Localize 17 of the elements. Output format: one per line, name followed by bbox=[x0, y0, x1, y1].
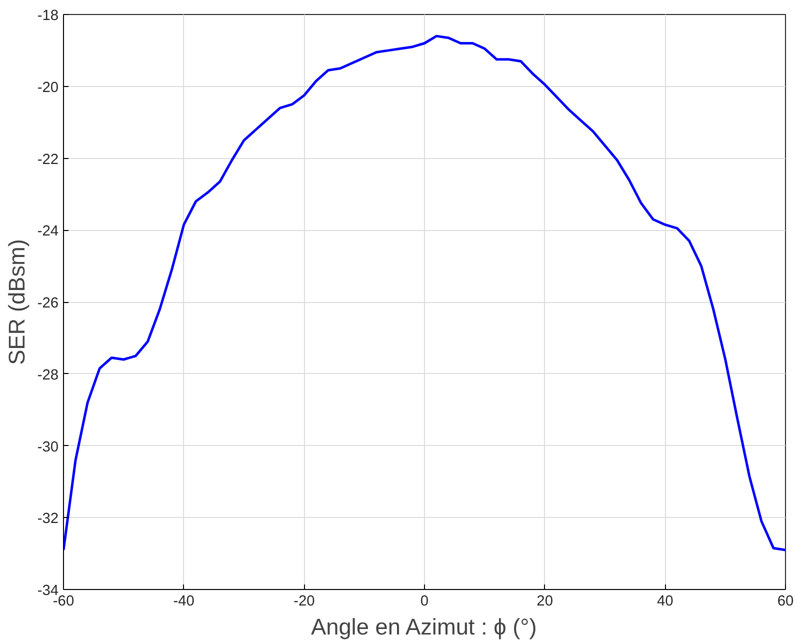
y-tick-label: -28 bbox=[37, 367, 59, 384]
x-tick-label: -20 bbox=[294, 594, 315, 610]
y-tick-label: -30 bbox=[37, 439, 59, 456]
y-tick-label: -26 bbox=[37, 296, 59, 312]
x-tick-label: 0 bbox=[420, 594, 429, 610]
y-tick-label: -24 bbox=[37, 224, 59, 240]
x-tick-label: 40 bbox=[657, 594, 674, 610]
line-series bbox=[64, 34, 786, 552]
x-axis-title: Angle en Azimut : ϕ (°) bbox=[311, 614, 537, 640]
y-tick-label: -32 bbox=[37, 511, 59, 528]
x-tick-label: 60 bbox=[777, 594, 794, 610]
x-tick-label: -40 bbox=[173, 594, 194, 610]
y-tick-label: -20 bbox=[37, 80, 59, 96]
x-tick-label: 20 bbox=[536, 594, 553, 610]
y-tick-label: -18 bbox=[37, 8, 59, 24]
y-tick-label: -22 bbox=[37, 152, 59, 168]
y-axis-title: SER (dBsm) bbox=[3, 239, 30, 365]
